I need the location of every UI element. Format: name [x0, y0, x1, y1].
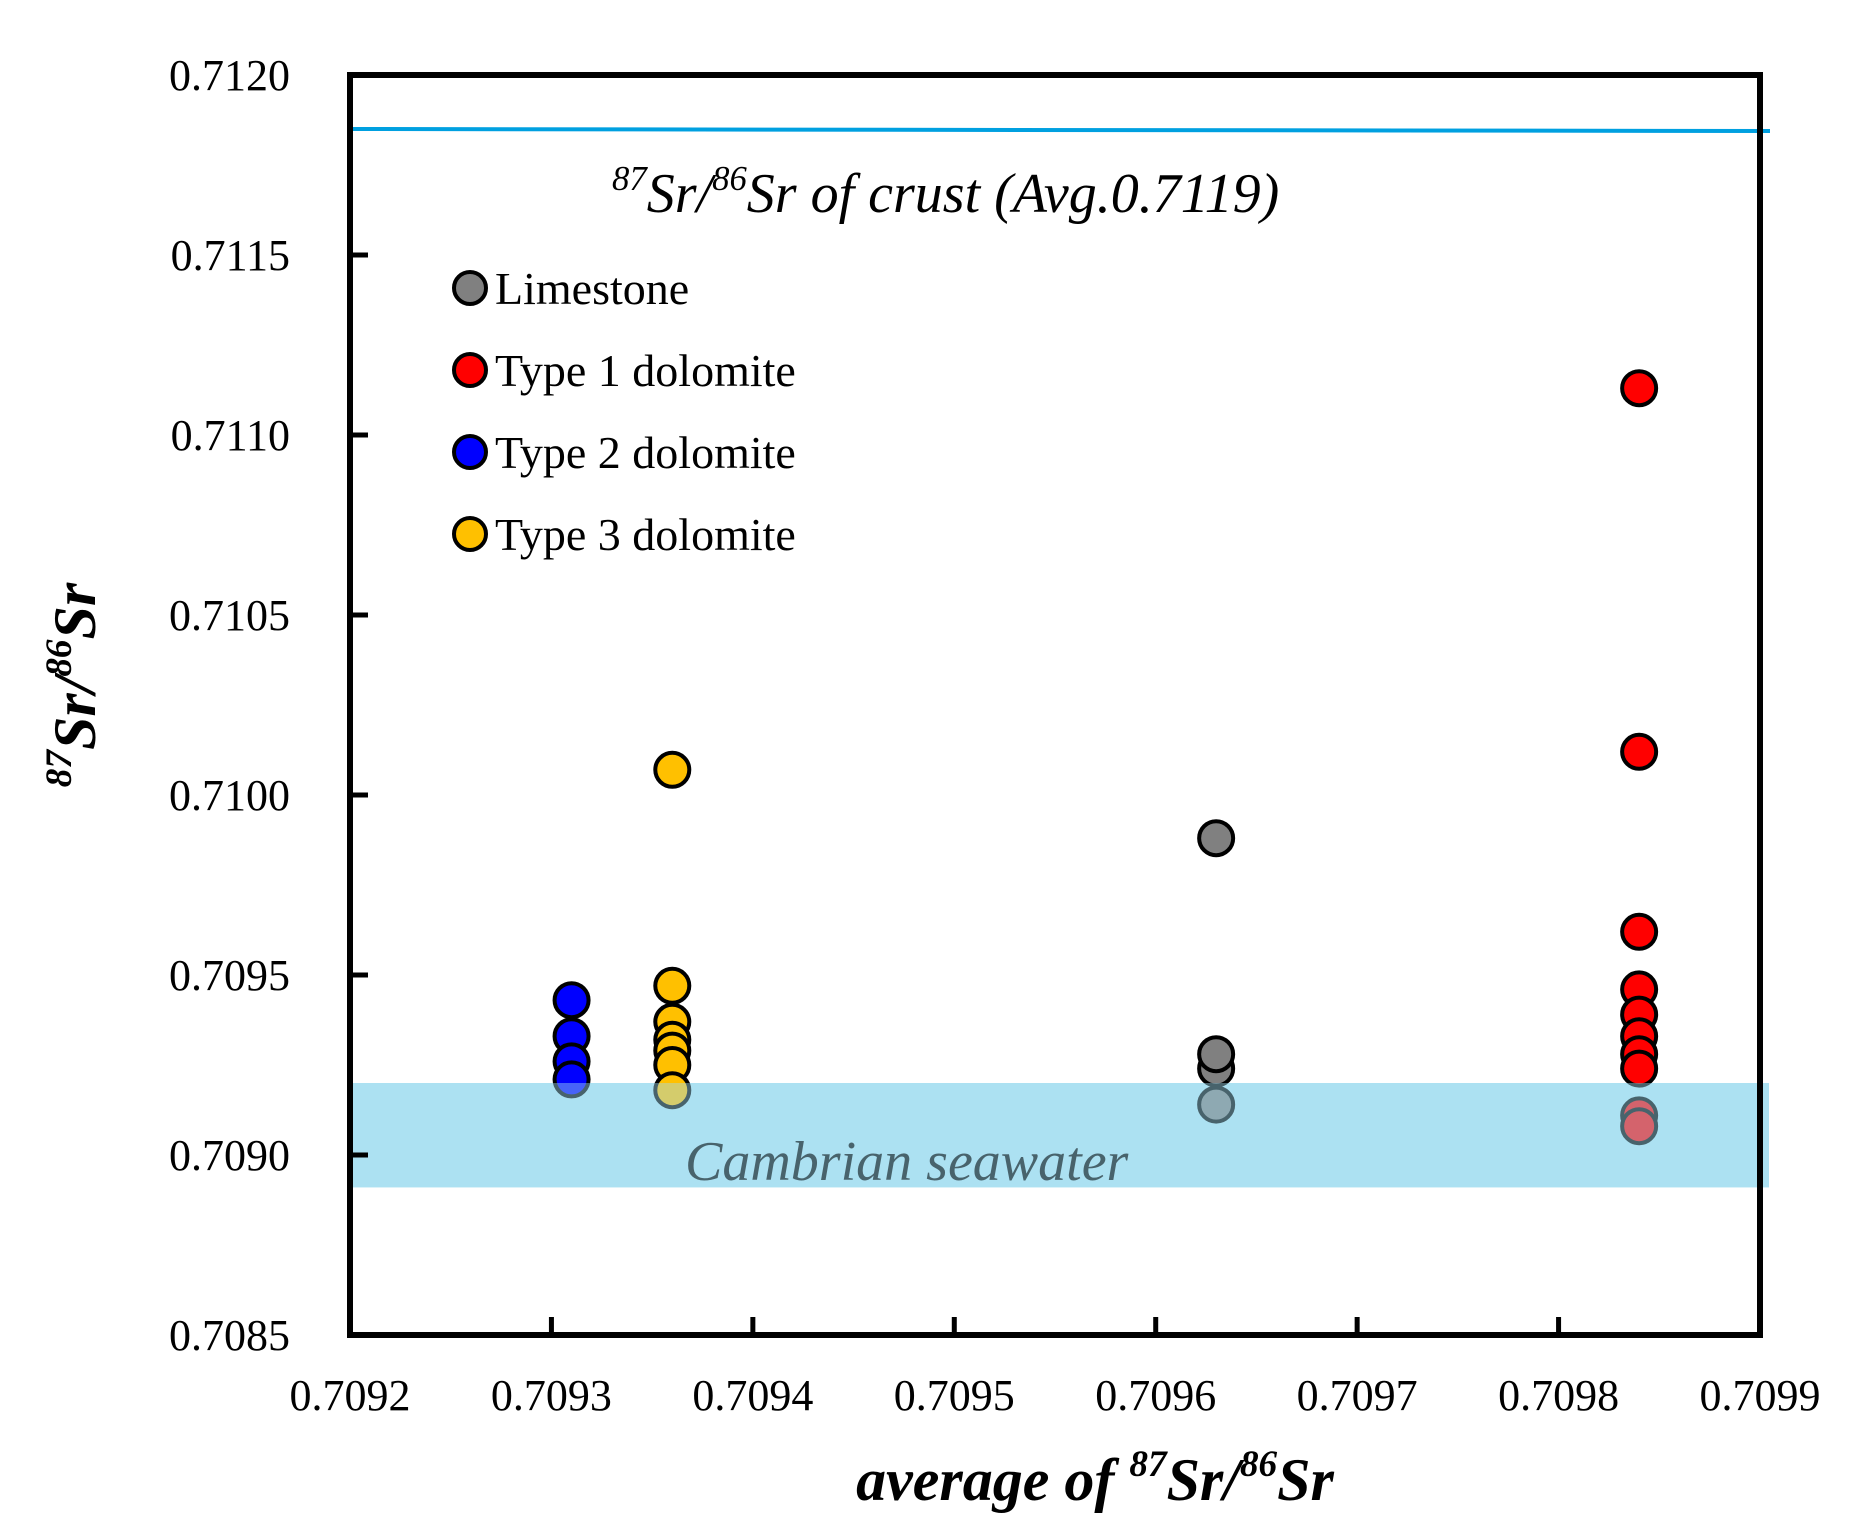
x-tick-label-2: 0.7094 — [692, 1371, 813, 1420]
legend-marker-1 — [452, 352, 488, 388]
crust-label-mid: Sr/ — [647, 163, 717, 225]
crust-label-sup2: 86 — [712, 159, 747, 198]
x-tick-label-4: 0.7096 — [1095, 1371, 1216, 1420]
point-type-3-dolomite-0 — [653, 750, 692, 789]
y-tick-label-7: 0.7120 — [169, 51, 290, 100]
data-points — [552, 369, 1659, 1146]
x-tick-label-5: 0.7097 — [1297, 1371, 1418, 1420]
point-type-1-dolomite-7 — [1620, 1049, 1659, 1088]
y-tick-label-5: 0.7110 — [171, 411, 290, 460]
crust-reference-label: 87Sr/86Sr of crust (Avg.0.7119) — [612, 159, 1279, 225]
x-tick-label-0: 0.7092 — [290, 1371, 411, 1420]
cambrian-seawater-band-overlay — [353, 1083, 1769, 1188]
x-axis-title: average of 87Sr/86Sr — [856, 1444, 1334, 1513]
legend-marker-2 — [452, 434, 488, 470]
y-tick-label-2: 0.7095 — [169, 951, 290, 1000]
y-tick-label-6: 0.7115 — [171, 231, 290, 280]
point-type-1-dolomite-9 — [1620, 1107, 1659, 1146]
y-title-sup2: 86 — [39, 639, 80, 677]
point-type-2-dolomite-3 — [552, 1060, 591, 1099]
y-axis-ticks: 0.7085 0.7090 0.7095 0.7100 0.7105 0.7110 0.71… — [169, 51, 368, 1360]
cambrian-seawater-label: Cambrian seawater — [685, 1131, 1129, 1193]
legend-label-3: Type 3 dolomite — [495, 509, 796, 560]
x-axis-ticks: 0.7092 0.7093 0.7094 0.7095 0.7096 0.7097 0.70… — [290, 1317, 1821, 1420]
y-title-suffix: Sr — [42, 582, 108, 639]
legend-label-1: Type 1 dolomite — [495, 345, 796, 396]
point-type-3-dolomite-6 — [653, 1071, 692, 1110]
x-title-sup2: 86 — [1240, 1444, 1278, 1485]
point-limestone-3 — [1197, 1085, 1236, 1124]
point-type-1-dolomite-0 — [1620, 369, 1659, 408]
crust-label-suffix: Sr of crust (Avg.0.7119) — [747, 163, 1279, 225]
crust-label-sup1: 87 — [612, 159, 648, 198]
plot-frame — [347, 72, 1763, 1338]
x-tick-label-7: 0.7099 — [1700, 1371, 1821, 1420]
x-title-prefix: average of — [856, 1447, 1129, 1513]
legend-label-2: Type 2 dolomite — [495, 427, 796, 478]
legend-marker-0 — [452, 270, 488, 306]
point-type-2-dolomite-0 — [552, 981, 591, 1020]
y-tick-label-1: 0.7090 — [169, 1131, 290, 1180]
y-axis-title: 87Sr/86Sr — [39, 582, 108, 787]
point-limestone-2 — [1197, 1035, 1236, 1074]
x-title-suffix: Sr — [1277, 1447, 1334, 1513]
x-tick-label-3: 0.7095 — [894, 1371, 1015, 1420]
x-title-mid: Sr/ — [1167, 1447, 1246, 1513]
y-tick-label-3: 0.7100 — [169, 771, 290, 820]
legend-marker-3 — [452, 516, 488, 552]
cambrian-seawater-band — [353, 1083, 1769, 1188]
y-title-sup1: 87 — [39, 749, 80, 788]
point-limestone-0 — [1197, 819, 1236, 858]
x-tick-label-1: 0.7093 — [491, 1371, 612, 1420]
x-title-sup1: 87 — [1129, 1444, 1168, 1485]
crust-reference-line — [349, 127, 1771, 133]
point-type-1-dolomite-1 — [1620, 732, 1659, 771]
y-tick-label-4: 0.7105 — [169, 591, 290, 640]
y-tick-label-0: 0.7085 — [169, 1311, 290, 1360]
point-type-3-dolomite-1 — [653, 966, 692, 1005]
y-title-mid: Sr/ — [42, 671, 108, 750]
x-tick-label-6: 0.7098 — [1498, 1371, 1619, 1420]
legend-label-0: Limestone — [495, 263, 689, 314]
legend: Limestone Type 1 dolomite Type 2 dolomite T… — [452, 263, 796, 560]
point-type-1-dolomite-2 — [1620, 912, 1659, 951]
